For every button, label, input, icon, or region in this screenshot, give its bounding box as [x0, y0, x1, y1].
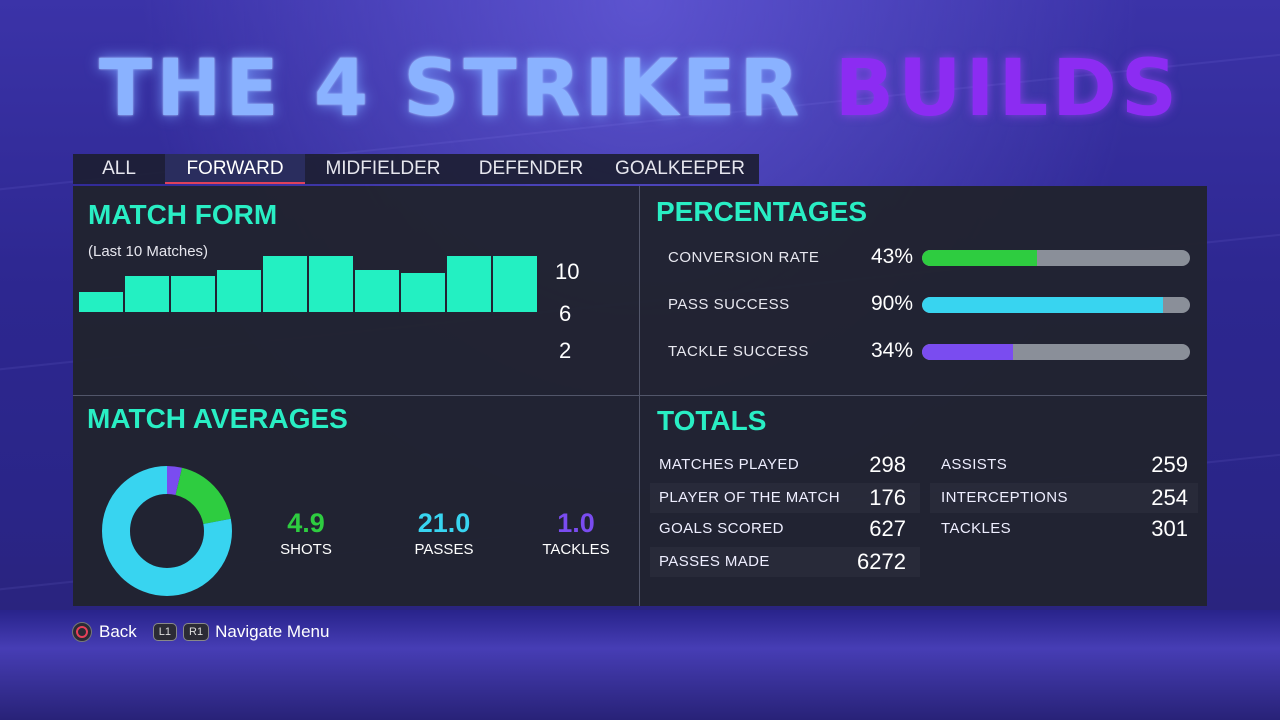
pass-success-value: 90%	[870, 292, 913, 315]
interceptions-label: INTERCEPTIONS	[941, 489, 1068, 506]
match-form-bar	[493, 256, 537, 312]
match-averages-donut	[102, 466, 232, 596]
page-title-part1: THE 4 STRIKER	[98, 44, 804, 134]
tackle-success-bar-fill	[922, 344, 1014, 360]
passes-made-value: 6272	[857, 549, 906, 574]
tab-midfielder[interactable]: MIDFIELDER	[325, 158, 441, 179]
player-of-the-match-value: 176	[869, 485, 906, 510]
tab-goalkeeper[interactable]: GOALKEEPER	[615, 158, 745, 179]
match-form-bar	[79, 292, 123, 312]
matches-played-value: 298	[869, 452, 906, 477]
tackles-total-value: 301	[1151, 516, 1188, 541]
table-row: GOALS SCORED 627	[650, 514, 920, 544]
l1-button-icon[interactable]: L1	[152, 623, 178, 641]
tackle-success-value: 34%	[870, 339, 913, 362]
match-form-bar	[447, 256, 491, 312]
tackle-success-label: TACKLE SUCCESS	[668, 343, 809, 360]
background-floor	[0, 610, 1280, 720]
pass-success-label: PASS SUCCESS	[668, 296, 790, 313]
footer-controls: Back L1 R1 Navigate Menu	[72, 621, 329, 643]
match-form-bar	[401, 273, 445, 312]
assists-value: 259	[1151, 452, 1188, 477]
passes-average-value: 21.0	[417, 508, 471, 538]
r1-button-icon[interactable]: R1	[183, 623, 210, 641]
table-row: PLAYER OF THE MATCH 176	[650, 483, 920, 513]
player-of-the-match-label: PLAYER OF THE MATCH	[659, 489, 840, 506]
percentages-title: PERCENTAGES	[656, 196, 868, 227]
table-row: PASSES MADE 6272	[650, 547, 920, 577]
goals-scored-value: 627	[869, 516, 906, 541]
pass-success-bar	[922, 297, 1190, 313]
conversion-rate-value: 43%	[870, 245, 913, 268]
page-title-part2: BUILDS	[834, 44, 1182, 134]
interceptions-value: 254	[1151, 485, 1188, 510]
panel-divider-horizontal	[73, 395, 1207, 396]
match-form-axis-label: 10	[555, 259, 580, 284]
table-row: INTERCEPTIONS 254	[930, 483, 1198, 513]
table-row: TACKLES 301	[930, 514, 1198, 544]
shots-average-label: SHOTS	[280, 541, 332, 558]
goals-scored-label: GOALS SCORED	[659, 520, 784, 537]
match-form-bar	[217, 270, 261, 312]
match-form-bar	[125, 276, 169, 312]
table-row: ASSISTS 259	[930, 450, 1198, 480]
match-form-title: MATCH FORM	[88, 199, 278, 230]
page-title: THE 4 STRIKER BUILDS	[0, 44, 1280, 134]
pass-success-bar-fill	[922, 297, 1164, 313]
shots-average-value: 4.9	[287, 508, 325, 538]
match-form-bar	[171, 276, 215, 312]
assists-label: ASSISTS	[941, 456, 1008, 473]
tab-all[interactable]: ALL	[102, 158, 136, 179]
match-form-bar	[309, 256, 353, 312]
conversion-rate-bar	[922, 250, 1190, 266]
totals-title: TOTALS	[657, 405, 767, 436]
match-form-axis-label: 6	[559, 301, 572, 326]
conversion-rate-bar-fill	[922, 250, 1038, 266]
navigate-menu-label: Navigate Menu	[215, 622, 330, 641]
match-form-bar	[263, 256, 307, 312]
conversion-rate-label: CONVERSION RATE	[668, 249, 820, 266]
back-button[interactable]: Back	[99, 622, 137, 641]
panel-divider-vertical	[639, 186, 640, 606]
match-averages-title: MATCH AVERAGES	[87, 403, 348, 434]
table-row: MATCHES PLAYED 298	[650, 450, 920, 480]
passes-average-label: PASSES	[414, 541, 474, 558]
donut-slice-passes	[102, 466, 232, 596]
tackles-total-label: TACKLES	[941, 520, 1012, 537]
circle-button-icon[interactable]	[72, 622, 92, 642]
passes-made-label: PASSES MADE	[659, 553, 770, 570]
match-form-bar	[355, 270, 399, 312]
matches-played-label: MATCHES PLAYED	[659, 456, 800, 473]
tab-defender[interactable]: DEFENDER	[478, 158, 584, 179]
match-form-subtitle: (Last 10 Matches)	[88, 243, 209, 260]
tackles-average-value: 1.0	[557, 508, 595, 538]
tackle-success-bar	[922, 344, 1190, 360]
match-form-axis-label: 2	[559, 338, 572, 363]
tackles-average-label: TACKLES	[542, 541, 610, 558]
tab-forward[interactable]: FORWARD	[165, 154, 305, 184]
match-form-chart	[79, 230, 539, 312]
position-tabs: ALL FORWARD MIDFIELDER DEFENDER GOALKEEP…	[73, 154, 759, 184]
